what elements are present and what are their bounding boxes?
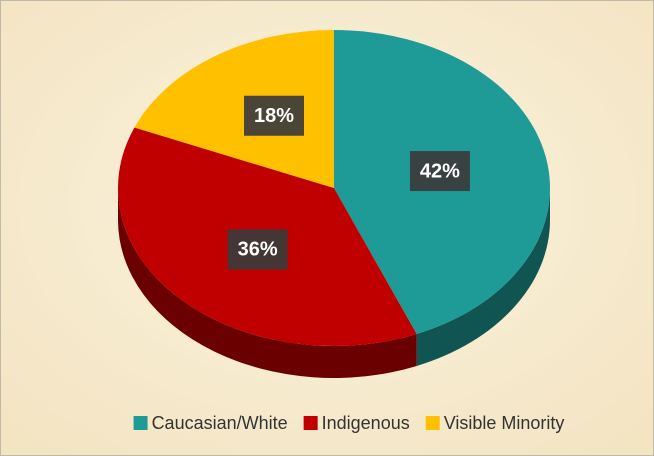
data-label-box xyxy=(409,151,470,192)
legend: Caucasian/White Indigenous Visible Minorit… xyxy=(133,413,565,433)
data-label: 42% xyxy=(420,160,460,182)
legend-swatch xyxy=(133,416,148,430)
legend-label: Caucasian/White xyxy=(152,413,288,433)
data-label-box xyxy=(243,95,304,136)
legend-label: Visible Minority xyxy=(444,413,565,433)
pie-slice xyxy=(134,30,334,188)
data-label: 36% xyxy=(238,239,278,261)
pie-slice-side xyxy=(118,188,417,378)
legend-swatch xyxy=(425,416,440,430)
legend-label: Indigenous xyxy=(322,413,410,433)
legend-swatch xyxy=(303,416,318,430)
pie-slice-side xyxy=(416,188,550,366)
data-label-box xyxy=(227,229,288,270)
data-label: 18% xyxy=(254,105,294,127)
